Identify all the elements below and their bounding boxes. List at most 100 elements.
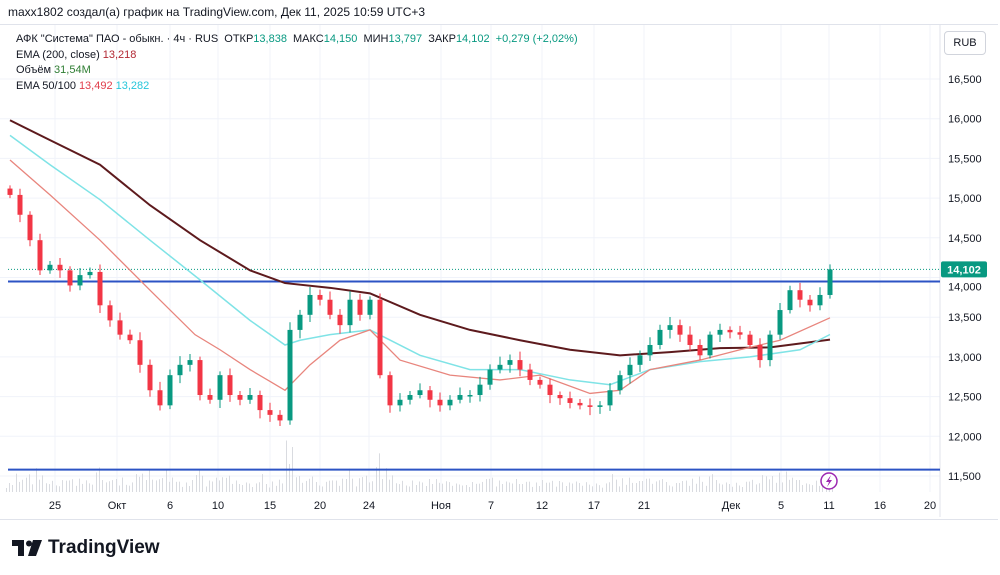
candle-body	[327, 299, 333, 315]
volume-bar	[19, 481, 20, 492]
candle-body	[167, 375, 173, 406]
ema50-100-row[interactable]: EMA 50/100 13,492 13,282	[16, 79, 581, 95]
volume-bar	[136, 474, 137, 492]
volume-bar	[586, 482, 587, 492]
volume-bar	[542, 480, 543, 492]
volume-bar	[182, 486, 183, 492]
volume-bar	[802, 485, 803, 492]
close-value: 14,102	[455, 33, 490, 45]
candle-body	[777, 310, 783, 335]
volume-label: Объём	[16, 64, 52, 76]
volume-bar	[402, 480, 403, 492]
candle-body	[787, 290, 793, 311]
volume-bar	[192, 480, 193, 492]
candle-body	[287, 329, 293, 421]
volume-bar	[96, 472, 97, 492]
volume-bar	[76, 485, 77, 492]
volume-bar	[546, 482, 547, 492]
volume-bar	[436, 479, 437, 492]
volume-bar	[489, 478, 490, 492]
volume-bar	[249, 483, 250, 492]
grid	[0, 25, 941, 517]
time-tick-label: 12	[536, 500, 548, 512]
volume-bar	[519, 484, 520, 492]
candle-body	[57, 264, 63, 271]
time-tick-label: 11	[823, 500, 834, 512]
currency-button[interactable]: RUB	[944, 31, 986, 55]
ema50-value: 13,492	[78, 79, 113, 92]
volume-bar	[389, 479, 390, 492]
volume-bar	[559, 481, 560, 492]
volume-bar	[412, 480, 413, 492]
volume-bars	[6, 440, 833, 492]
candle-body	[417, 390, 423, 396]
candle-body	[197, 360, 203, 396]
volume-bar	[289, 464, 290, 492]
candle-body	[47, 264, 53, 271]
candle-body	[127, 334, 133, 341]
candle-body	[817, 294, 823, 306]
volume-bar	[656, 481, 657, 492]
volume-bar	[529, 481, 530, 492]
volume-bar	[712, 474, 713, 492]
volume-bar	[166, 470, 167, 492]
candle-body	[647, 344, 653, 356]
volume-bar	[126, 484, 127, 492]
candle-body	[447, 399, 453, 406]
candle-body	[237, 395, 243, 400]
volume-bar	[309, 478, 310, 492]
volume-bar	[122, 477, 123, 492]
volume-bar	[766, 476, 767, 492]
ema200-row[interactable]: EMA (200, close) 13,218	[16, 48, 581, 64]
volume-bar	[536, 482, 537, 492]
volume-bar	[599, 485, 600, 492]
candle-body	[537, 379, 543, 385]
volume-bar	[786, 471, 787, 492]
volume-bar	[129, 485, 130, 492]
ema50-100-label: EMA 50/100	[16, 79, 76, 92]
volume-bar	[669, 485, 670, 492]
time-tick-label: 10	[212, 500, 224, 512]
candle-body	[27, 214, 33, 241]
volume-bar	[12, 485, 13, 492]
volume-bar	[312, 476, 313, 492]
volume-bar	[772, 476, 773, 492]
volume-bar	[242, 485, 243, 492]
ema-lines	[9, 119, 831, 395]
volume-bar	[109, 481, 110, 492]
candle-body	[77, 275, 83, 286]
volume-bar	[482, 481, 483, 492]
volume-bar	[82, 483, 83, 492]
volume-bar	[336, 480, 337, 492]
volume-bar	[279, 479, 280, 492]
candle-body	[107, 305, 113, 321]
volume-bar	[106, 482, 107, 492]
volume-bar	[399, 484, 400, 492]
high-label: МАКС	[293, 33, 324, 45]
volume-row[interactable]: Объём 31,54M	[16, 63, 581, 79]
volume-bar	[662, 479, 663, 492]
volume-bar	[372, 481, 373, 492]
tradingview-logo[interactable]: TradingView	[12, 537, 160, 559]
volume-bar	[666, 482, 667, 492]
volume-bar	[742, 487, 743, 492]
volume-bar	[339, 485, 340, 492]
tradingview-logo-icon	[12, 540, 42, 556]
volume-bar	[746, 481, 747, 492]
time-tick-label: 20	[924, 500, 936, 512]
symbol-name[interactable]: АФК "Система" ПАО - обыкн. · 4ч · RUS	[16, 33, 219, 45]
volume-bar	[386, 468, 387, 492]
volume-bar	[209, 480, 210, 492]
volume-bar	[326, 481, 327, 492]
volume-bar	[176, 481, 177, 492]
candle-body	[307, 294, 313, 315]
volume-bar	[369, 482, 370, 492]
candle-body	[757, 344, 763, 361]
volume-bar	[569, 482, 570, 492]
alert-icon[interactable]	[820, 472, 838, 490]
time-tick-label: 16	[874, 500, 886, 512]
volume-bar	[79, 478, 80, 492]
candle-body	[347, 299, 353, 326]
volume-bar	[426, 486, 427, 492]
